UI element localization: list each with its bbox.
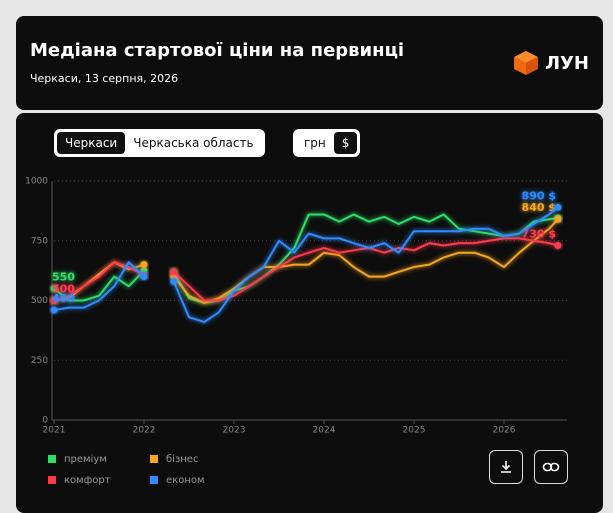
end-dot xyxy=(554,203,562,211)
value-label: 500 xyxy=(52,283,75,296)
currency-tab[interactable]: грн xyxy=(304,136,326,150)
legend-label: економ xyxy=(166,475,205,486)
legend-swatch xyxy=(150,455,158,463)
y-tick-label: 1000 xyxy=(25,177,48,187)
legend-label: бізнес xyxy=(166,453,198,465)
series-line xyxy=(53,218,559,304)
end-dot xyxy=(170,268,178,276)
header-card: Медіана стартової ціни на первинці Черка… xyxy=(16,16,603,110)
end-dot xyxy=(50,306,58,314)
legend-label: комфорт xyxy=(64,475,111,486)
series-line xyxy=(53,213,559,304)
link-button[interactable] xyxy=(534,450,568,484)
x-tick-label: 2023 xyxy=(223,426,246,436)
x-tick-label: 2025 xyxy=(403,426,426,436)
end-dot xyxy=(140,261,148,269)
x-tick-label: 2024 xyxy=(313,426,336,436)
end-dot xyxy=(140,273,148,281)
x-tick-label: 2021 xyxy=(43,426,66,436)
legend-label: преміум xyxy=(64,453,107,465)
x-tick-label: 2026 xyxy=(493,426,516,436)
currency-tabs: грн $ xyxy=(293,129,361,157)
region-tabs: Черкаси Черкаська область xyxy=(54,129,265,157)
end-dot xyxy=(50,297,58,304)
currency-tab[interactable]: $ xyxy=(333,132,358,154)
chart-card xyxy=(16,113,603,513)
end-dot xyxy=(554,242,562,250)
legend-swatch xyxy=(48,455,56,463)
region-tab[interactable]: Черкаси xyxy=(57,132,126,154)
value-label: 840 $ xyxy=(522,201,556,214)
y-tick-label: 750 xyxy=(31,236,48,246)
value-label: 890 $ xyxy=(522,189,556,202)
download-button[interactable] xyxy=(489,450,523,484)
y-tick-label: 0 xyxy=(42,416,48,426)
y-tick-label: 500 xyxy=(31,296,48,306)
logo-cube xyxy=(514,51,539,75)
link-icon xyxy=(542,462,560,472)
x-tick-label: 2022 xyxy=(133,426,156,436)
end-dot xyxy=(170,277,178,285)
legend-swatch xyxy=(48,476,56,484)
end-dot xyxy=(50,285,58,293)
end-dot xyxy=(554,215,562,223)
download-icon xyxy=(501,461,511,473)
value-label: 730 $ xyxy=(522,228,556,241)
value-label: 460 xyxy=(52,292,75,305)
value-label: 550 xyxy=(52,271,75,284)
region-tab[interactable]: Черкаська область xyxy=(133,136,254,150)
legend-swatch xyxy=(150,476,158,484)
title: Медіана стартової ціни на первинці xyxy=(30,40,405,61)
logo-text: ЛУН xyxy=(545,52,589,74)
series-line xyxy=(53,206,559,324)
logo[interactable]: ЛУН xyxy=(513,50,589,76)
subtitle: Черкаси, 13 серпня, 2026 xyxy=(30,72,179,85)
y-tick-label: 250 xyxy=(31,356,48,366)
